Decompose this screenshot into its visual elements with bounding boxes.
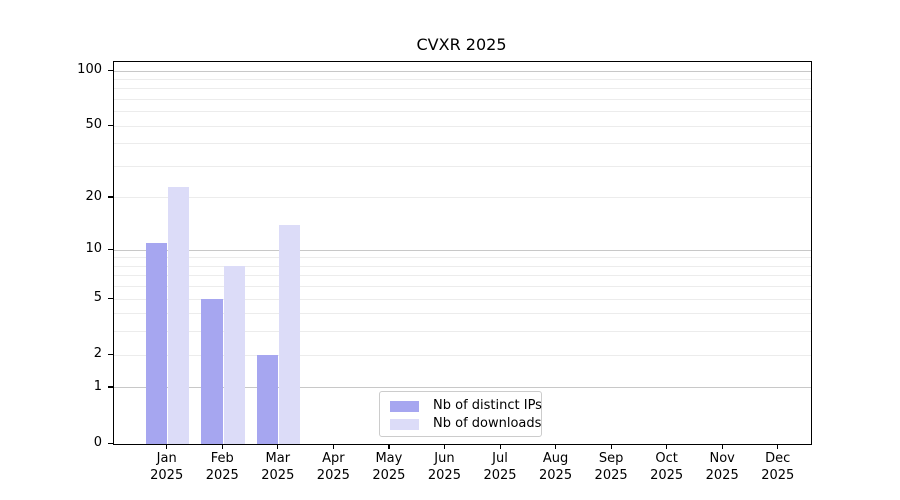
legend: Nb of distinct IPs Nb of downloads	[379, 391, 542, 437]
x-axis-tick-label: Apr 2025	[301, 451, 365, 484]
year-label: 2025	[205, 467, 239, 483]
year-label: 2025	[372, 467, 406, 483]
year-label: 2025	[594, 467, 628, 483]
bar-downloads	[279, 225, 301, 444]
bar-distinct-ips	[257, 355, 279, 444]
year-label: 2025	[427, 467, 461, 483]
month-label: Nov	[709, 451, 735, 466]
year-label: 2025	[705, 467, 739, 483]
y-tick-mark	[107, 248, 113, 250]
y-axis-tick-label: 2	[93, 346, 102, 362]
gridline-major	[114, 70, 811, 72]
gridline-minor	[114, 111, 811, 113]
x-axis-tick-label: Jan 2025	[135, 451, 199, 484]
x-tick-mark	[721, 444, 723, 450]
month-label: Jun	[434, 451, 455, 466]
gridline-minor	[114, 265, 811, 267]
gridline-minor	[114, 354, 811, 356]
legend-label: Nb of downloads	[433, 416, 542, 431]
x-tick-mark	[277, 444, 279, 450]
x-tick-mark	[666, 444, 668, 450]
month-label: Mar	[265, 451, 291, 466]
gridline-minor	[114, 257, 811, 259]
gridline-minor	[114, 331, 811, 333]
year-label: 2025	[650, 467, 684, 483]
month-label: Apr	[322, 451, 345, 466]
y-tick-mark	[107, 124, 113, 126]
year-label: 2025	[761, 467, 795, 483]
gridline-minor	[114, 197, 811, 199]
plot-area	[113, 61, 812, 445]
gridline-minor	[114, 125, 811, 127]
gridline-major	[114, 249, 811, 251]
gridline-minor	[114, 313, 811, 315]
x-axis-tick-label: Dec 2025	[746, 451, 810, 484]
legend-item-distinct-ips: Nb of distinct IPs	[388, 397, 542, 415]
month-label: Oct	[655, 451, 678, 466]
y-axis-tick-label: 10	[85, 241, 102, 257]
gridline-minor	[114, 88, 811, 90]
y-tick-mark	[107, 386, 113, 388]
x-axis-tick-label: Jul 2025	[468, 451, 532, 484]
legend-label: Nb of distinct IPs	[433, 398, 542, 413]
gridline-minor	[114, 98, 811, 100]
y-axis-tick-label: 1	[93, 378, 102, 394]
bar-downloads	[223, 266, 245, 444]
gridline-minor	[114, 143, 811, 145]
x-axis-tick-label: Jun 2025	[412, 451, 476, 484]
month-label: May	[375, 451, 403, 466]
year-label: 2025	[483, 467, 517, 483]
y-tick-mark	[107, 69, 113, 71]
y-axis-tick-label: 50	[85, 117, 102, 133]
gridline-minor	[114, 298, 811, 300]
y-axis-tick-label: 100	[77, 62, 102, 77]
year-label: 2025	[261, 467, 295, 483]
x-tick-mark	[166, 444, 168, 450]
year-label: 2025	[539, 467, 573, 483]
x-axis-tick-label: Feb 2025	[190, 451, 254, 484]
month-label: Sep	[598, 451, 624, 466]
x-axis-tick-label: May 2025	[357, 451, 421, 484]
y-tick-mark	[107, 442, 113, 444]
y-tick-mark	[107, 297, 113, 299]
month-label: Dec	[765, 451, 791, 466]
month-label: Feb	[210, 451, 234, 466]
month-label: Jan	[156, 451, 177, 466]
y-axis-tick-label: 0	[93, 435, 102, 450]
x-tick-mark	[221, 444, 223, 450]
gridline-minor	[114, 78, 811, 80]
x-tick-mark	[388, 444, 390, 450]
x-axis-tick-label: Aug 2025	[524, 451, 588, 484]
x-tick-mark	[777, 444, 779, 450]
y-axis-tick-label: 5	[93, 290, 102, 306]
year-label: 2025	[316, 467, 350, 483]
x-axis-tick-label: Nov 2025	[690, 451, 754, 484]
gridline-major	[114, 387, 811, 389]
x-tick-mark	[499, 444, 501, 450]
legend-item-downloads: Nb of downloads	[388, 415, 541, 433]
x-tick-mark	[555, 444, 557, 450]
x-axis-tick-label: Mar 2025	[246, 451, 310, 484]
distinct-ips-swatch-icon	[390, 400, 419, 412]
month-label: Aug	[542, 451, 569, 466]
chart-title: CVXR 2025	[416, 35, 507, 54]
x-tick-mark	[332, 444, 335, 450]
gridline-minor	[114, 165, 811, 167]
bar-downloads	[168, 187, 190, 444]
x-axis-tick-label: Oct 2025	[635, 451, 699, 484]
month-label: Jul	[492, 451, 508, 466]
y-tick-mark	[107, 353, 113, 355]
x-axis-tick-label: Sep 2025	[579, 451, 643, 484]
y-tick-mark	[107, 196, 113, 198]
y-axis-tick-label: 20	[85, 188, 102, 204]
bar-distinct-ips	[201, 299, 223, 444]
bar-distinct-ips	[145, 243, 168, 444]
x-tick-mark	[443, 444, 446, 450]
gridline-minor	[114, 286, 811, 288]
year-label: 2025	[150, 467, 184, 483]
downloads-swatch-icon	[390, 418, 419, 430]
x-tick-mark	[610, 444, 612, 450]
gridline-minor	[114, 275, 811, 277]
